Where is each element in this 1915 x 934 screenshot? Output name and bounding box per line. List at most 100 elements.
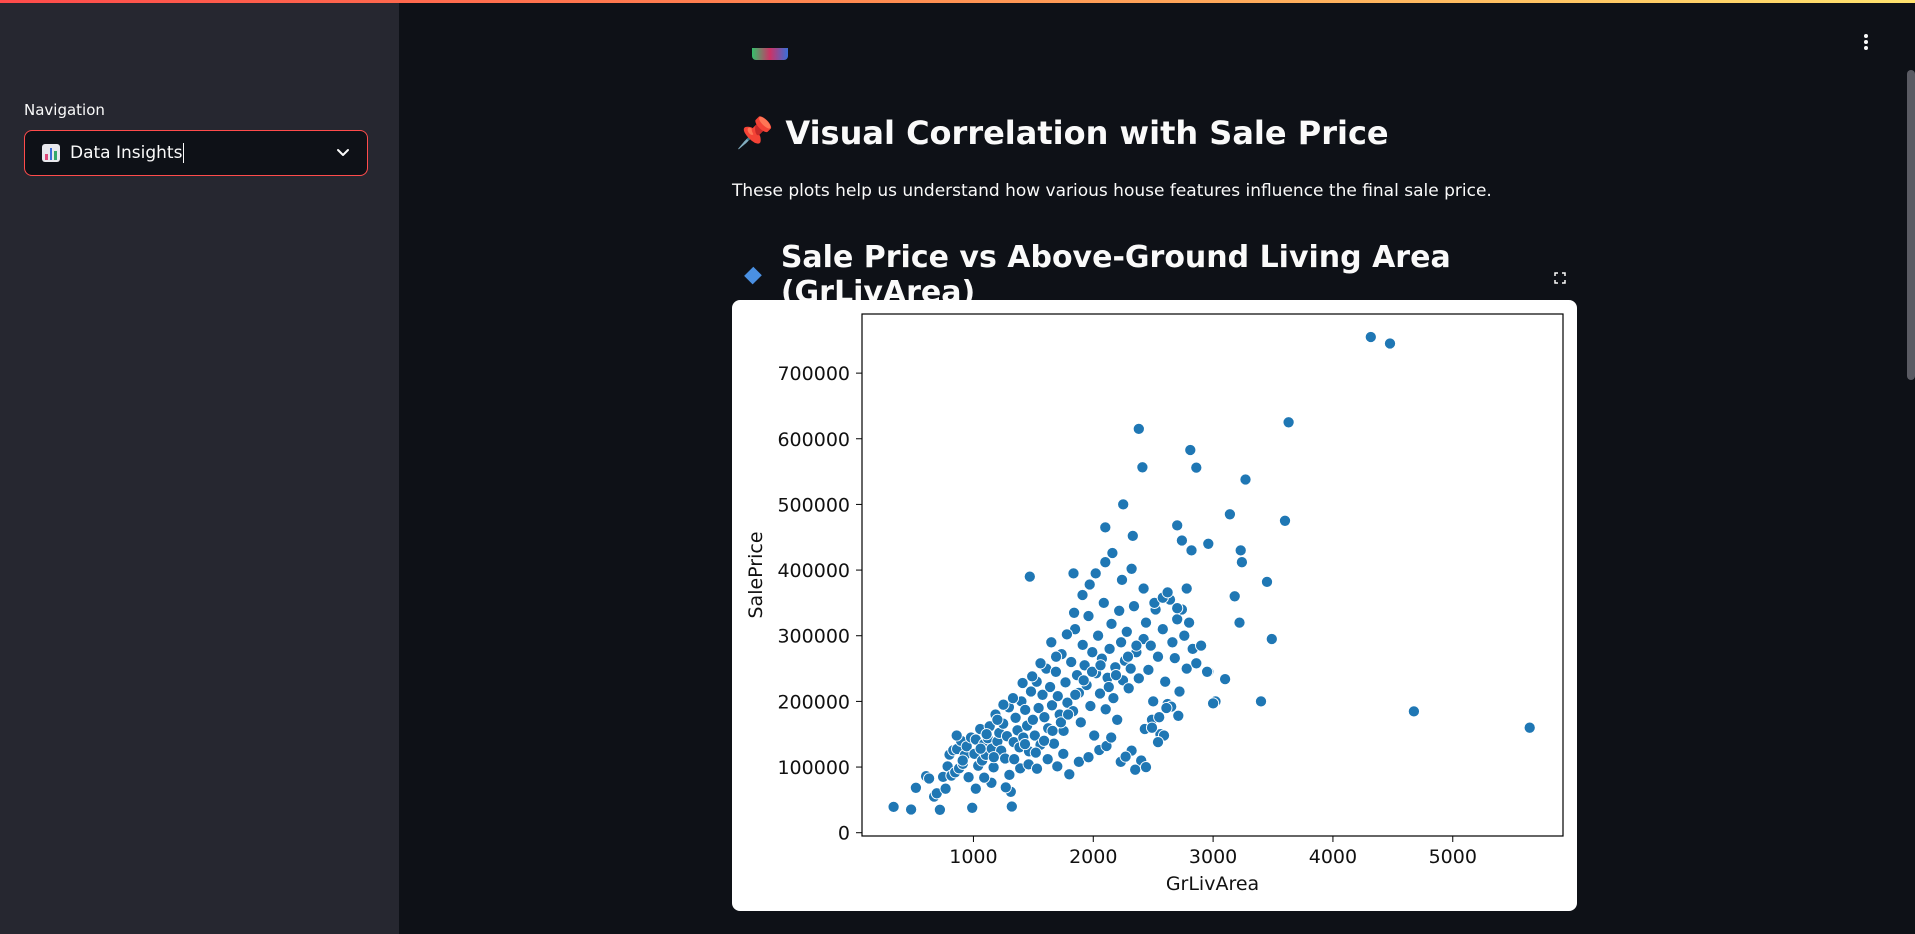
data-point	[1233, 616, 1246, 629]
data-point	[1068, 606, 1081, 619]
data-point	[1166, 636, 1179, 649]
data-point	[905, 803, 918, 816]
data-point	[1139, 616, 1153, 629]
data-point	[1045, 699, 1059, 712]
data-point	[1038, 734, 1051, 747]
y-tick-label: 400000	[777, 560, 850, 582]
blue-diamond-icon	[744, 266, 762, 284]
navigation-select-value: Data Insights	[70, 143, 183, 163]
data-point	[1023, 570, 1036, 583]
data-point	[1172, 709, 1185, 722]
data-point	[1121, 650, 1135, 663]
navigation-select[interactable]: Data Insights	[24, 130, 368, 176]
data-point	[991, 713, 1004, 726]
data-point	[1180, 582, 1193, 595]
data-point	[1077, 674, 1090, 687]
data-point	[1207, 697, 1220, 710]
data-point	[923, 772, 936, 785]
data-point	[1093, 687, 1107, 700]
x-tick-label: 3000	[1189, 846, 1237, 868]
data-point	[1173, 685, 1186, 698]
data-point	[997, 698, 1010, 711]
data-point	[1026, 670, 1039, 683]
data-point	[1219, 673, 1232, 686]
scrollbar[interactable]	[1907, 70, 1915, 380]
y-tick-label: 700000	[777, 363, 850, 385]
data-point	[1127, 600, 1141, 613]
data-point	[1029, 746, 1042, 759]
y-tick-label: 600000	[777, 429, 850, 451]
scatter-chart-card: 1000 2000 3000 4000 5000 0 100000 200000 300000 4…	[732, 300, 1577, 911]
top-decoration-bar	[0, 0, 1915, 3]
x-axis-label: GrLivArea	[1166, 873, 1259, 895]
y-tick-label: 500000	[777, 494, 850, 516]
data-point	[1115, 573, 1129, 586]
data-point	[1151, 736, 1165, 749]
data-point	[1006, 692, 1020, 705]
scatter-plot: 1000 2000 3000 4000 5000 0 100000 200000 300000 4…	[745, 313, 1564, 895]
x-tick-label: 5000	[1429, 846, 1477, 868]
data-point	[969, 782, 982, 795]
data-point	[966, 801, 979, 814]
data-point	[1151, 650, 1165, 663]
data-point	[1005, 800, 1018, 813]
data-point	[1009, 711, 1022, 724]
data-point	[1265, 632, 1278, 646]
text-cursor	[183, 143, 185, 163]
data-point	[1156, 623, 1169, 636]
data-point	[1059, 676, 1072, 689]
data-point	[1051, 690, 1064, 703]
data-point	[1076, 588, 1089, 602]
fullscreen-button[interactable]	[1544, 267, 1576, 289]
data-point	[1106, 546, 1119, 560]
data-point	[1113, 604, 1126, 617]
data-point	[1105, 731, 1118, 744]
data-point	[1082, 609, 1095, 623]
data-point	[1072, 755, 1085, 768]
data-point	[1092, 629, 1105, 642]
data-point	[974, 742, 987, 755]
data-point	[1062, 708, 1075, 721]
data-point	[933, 803, 946, 816]
data-point	[1136, 461, 1149, 474]
data-point	[1178, 629, 1191, 642]
data-point	[1097, 596, 1110, 609]
data-point	[1161, 586, 1174, 599]
data-point	[1044, 680, 1057, 694]
y-tick-label: 100000	[777, 757, 850, 779]
data-point	[1003, 768, 1016, 781]
navigation-label: Navigation	[24, 101, 105, 119]
data-point	[1032, 701, 1045, 715]
y-axis-label: SalePrice	[745, 531, 767, 618]
data-point	[1124, 662, 1137, 675]
data-point	[1067, 567, 1080, 580]
data-point	[1049, 665, 1062, 678]
data-point	[1153, 711, 1166, 724]
plot-frame	[861, 313, 1564, 837]
data-point	[1383, 337, 1397, 350]
data-point	[980, 728, 993, 741]
data-point	[1046, 724, 1059, 737]
data-point	[1129, 763, 1142, 776]
data-point	[1147, 695, 1160, 708]
data-point	[1171, 519, 1184, 532]
data-point	[1099, 556, 1112, 569]
data-point	[956, 754, 969, 767]
data-point	[950, 729, 963, 742]
data-point	[1019, 703, 1032, 716]
data-point	[1061, 696, 1074, 709]
data-point	[1024, 685, 1038, 698]
data-point	[1278, 514, 1292, 527]
data-point	[1145, 721, 1159, 734]
data-point	[1065, 655, 1078, 669]
data-point	[1050, 650, 1063, 663]
data-point	[1089, 567, 1102, 580]
data-point	[1111, 713, 1124, 726]
data-point	[978, 771, 991, 784]
data-point	[1132, 422, 1145, 435]
data-point	[1201, 665, 1214, 678]
main-menu-button[interactable]	[1862, 32, 1870, 56]
data-point	[1041, 753, 1054, 766]
data-point	[1094, 659, 1107, 672]
data-point	[887, 800, 900, 813]
